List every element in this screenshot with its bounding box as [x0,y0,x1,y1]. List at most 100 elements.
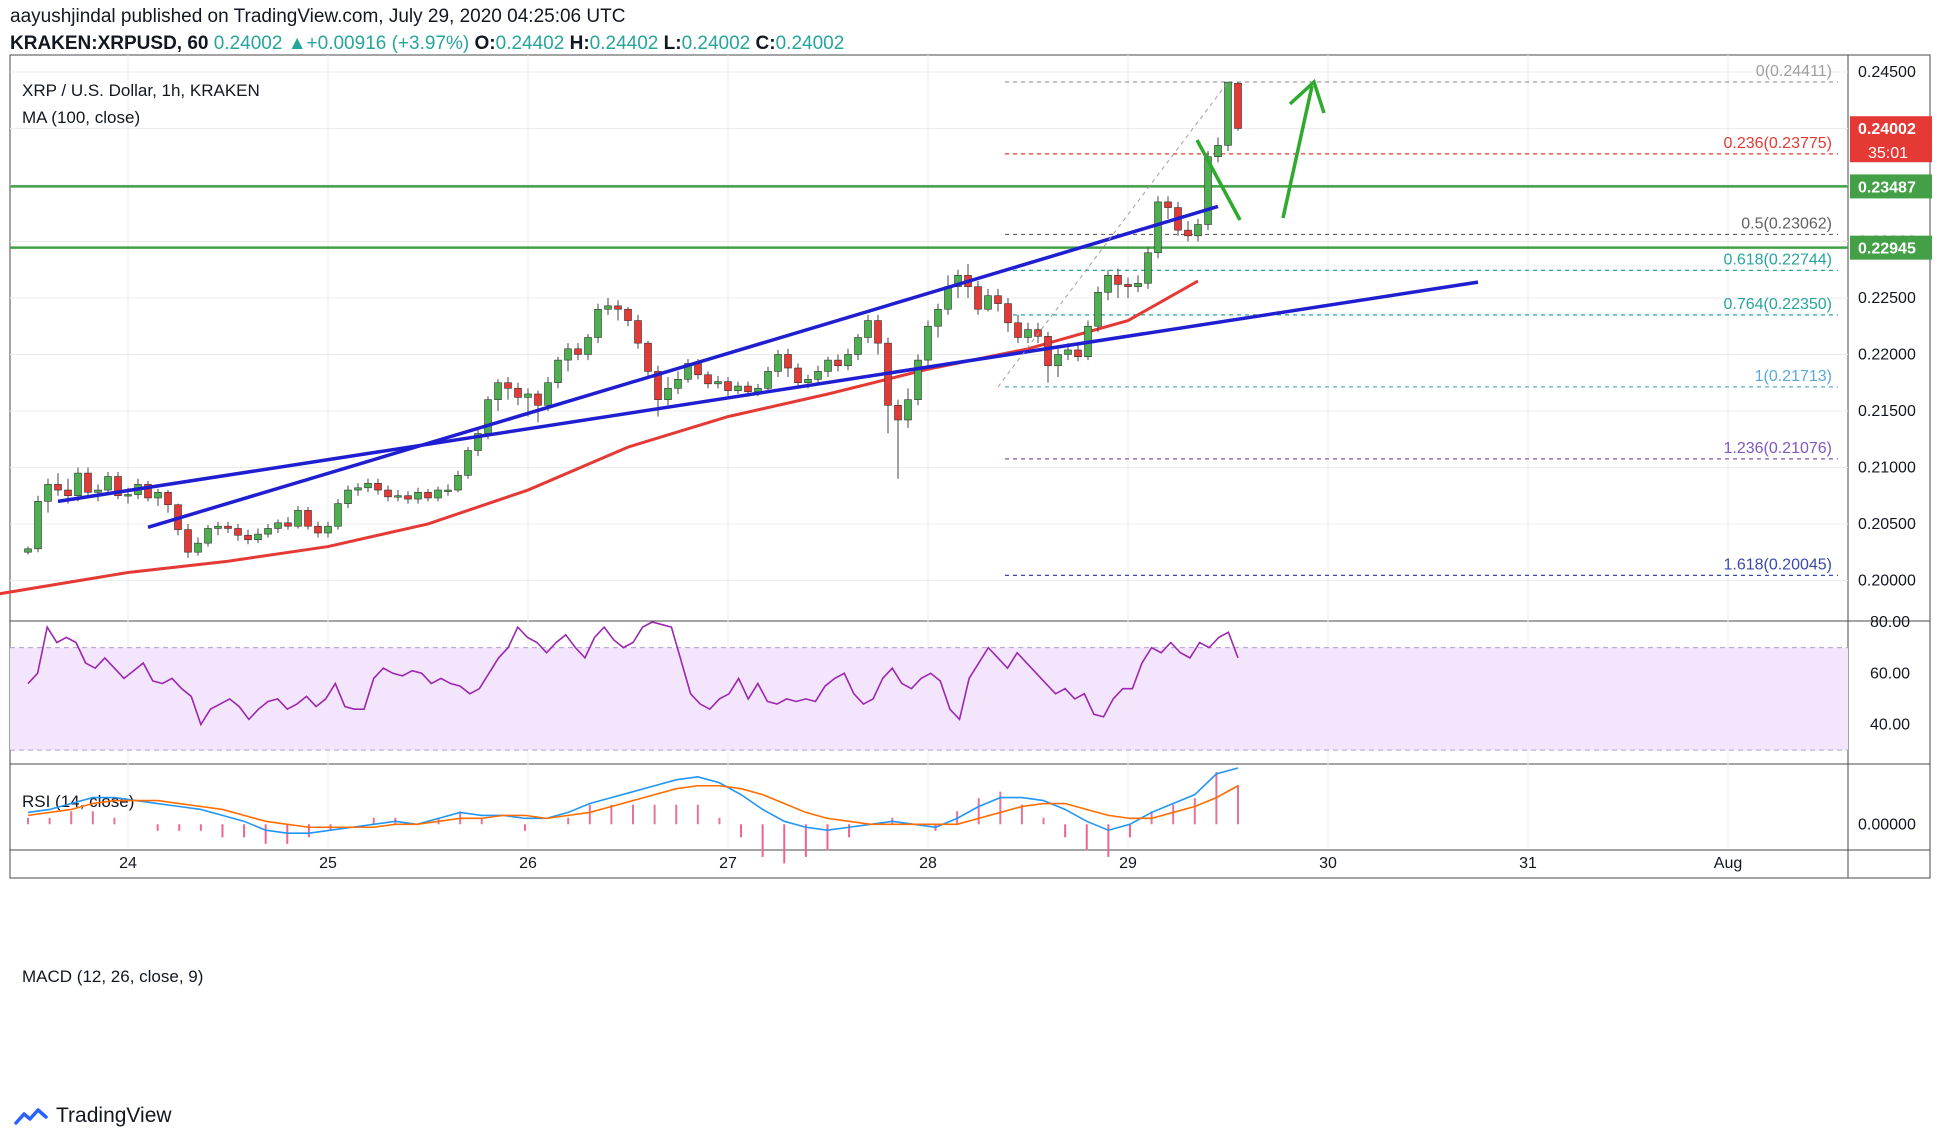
candle-body [394,495,402,498]
candle-body [834,359,842,367]
y-tick-label: 0.22500 [1858,290,1916,307]
candle-body [664,388,672,400]
open-value: 0.24402 [495,33,565,54]
candle-body [814,371,822,380]
y-tick-label: 0.21000 [1858,459,1916,476]
candle-body [414,492,422,500]
candle-body [704,374,712,385]
candle-body [254,533,262,541]
candle-body [734,385,742,391]
candle-body [1114,275,1122,285]
x-tick-label: 24 [119,855,137,872]
candle-body [644,342,652,372]
x-tick-label: 29 [1119,855,1137,872]
close-label: C: [755,33,776,54]
candle-body [84,472,92,493]
candle-body [1104,275,1112,293]
price-change: +0.00916 (+3.97%) [306,33,470,54]
x-tick-label: 31 [1519,855,1537,872]
candle-body [224,525,232,529]
candle-body [234,528,242,536]
rsi-line [27,621,1239,727]
candle-body [674,379,682,389]
fib-level-label: 0.236(0.23775) [1723,135,1832,152]
author-name[interactable]: aayushjindal [10,6,116,27]
candle-body [454,475,462,491]
y-tick-label: 0.24500 [1858,64,1916,81]
ma-100-line [0,279,1199,596]
candle-body [1074,349,1082,358]
rsi-tick-label: 60.00 [1870,665,1910,682]
candle-body [1094,291,1102,327]
price-badge [1850,235,1932,260]
price-badge-timer: 35:01 [1868,145,1908,162]
symbol-name[interactable]: KRAKEN:XRPUSD, 60 [10,33,209,54]
candle-body [384,489,392,498]
low-value: 0.24002 [681,33,751,54]
candle-body [944,286,952,310]
candle-body [424,492,432,499]
outer-frame [9,54,1931,879]
publication-info: published on TradingView.com, July 29, 2… [120,6,626,27]
candle-body [274,522,282,529]
candle-body [1134,282,1142,287]
candle-body [914,359,922,400]
candle-body [264,528,272,535]
candle-body [974,286,982,310]
candle-body [484,399,492,434]
chart-title: XRP / U.S. Dollar, 1h, KRAKEN [22,81,260,100]
candle-body [244,534,252,541]
candle-body [184,529,192,553]
candle-body [284,522,292,527]
candle-body [364,482,372,489]
candle-body [154,492,162,499]
candle-body [334,503,342,527]
y-tick-label: 0.20500 [1858,516,1916,533]
candle-body [1234,82,1242,129]
candle-body [294,510,302,527]
candle-body [434,489,442,499]
candle-body [474,433,482,451]
candle-body [574,348,582,355]
candle-body [994,295,1002,304]
macd-legend: MACD (12, 26, close, 9) [22,967,203,986]
candle-body [464,450,472,476]
candle-body [624,308,632,321]
price-badge-text: 0.22945 [1858,241,1916,258]
candle-body [504,382,512,389]
candle-body [1154,201,1162,254]
trendline [147,204,1219,530]
price-badge-text: 0.23487 [1858,179,1916,196]
price-badge [1850,116,1932,163]
candle-body [844,354,852,367]
candle-body [54,484,62,491]
last-price: 0.24002 [213,33,283,54]
macd-tick-label: 0.00000 [1858,816,1916,833]
candle-body [1184,229,1192,237]
candle-body [114,476,122,496]
price-badge-text: 0.24002 [1858,121,1916,138]
candle-body [684,363,692,380]
candle-body [1214,145,1222,157]
candle-body [614,305,622,310]
x-tick-label: 27 [719,855,737,872]
candle-body [164,492,172,506]
candle-body [934,308,942,327]
close-value: 0.24002 [775,33,845,54]
candle-body [724,381,732,391]
ma-legend: MA (100, close) [22,108,140,127]
candle-body [634,320,642,344]
footer-brand[interactable]: TradingView [14,1104,172,1128]
candle-body [904,399,912,421]
low-label: L: [663,33,682,54]
candle-body [204,528,212,544]
candle-body [1204,156,1212,225]
candle-body [594,308,602,338]
candle-body [374,482,382,491]
candle-body [1124,284,1132,287]
candle-body [1054,354,1062,367]
fib-level-label: 1.236(0.21076) [1723,440,1832,457]
high-label: H: [569,33,590,54]
candle-body [794,367,802,384]
